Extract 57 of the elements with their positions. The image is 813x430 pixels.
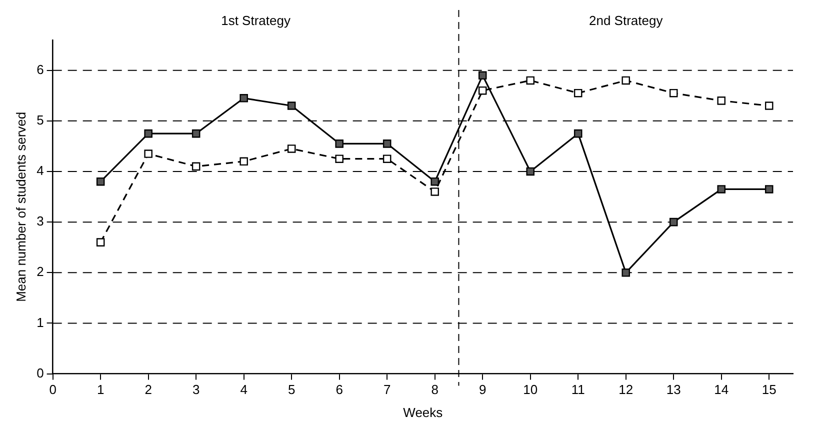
point	[717, 96, 726, 105]
x-tick-label: 9	[478, 382, 486, 398]
point	[430, 177, 439, 186]
x-tick-label: 6	[336, 382, 343, 398]
point	[287, 102, 296, 110]
x-tick-label: 2	[144, 382, 152, 398]
point	[717, 185, 726, 194]
y-tick-label: 2	[36, 264, 44, 280]
y-tick-label: 1	[36, 314, 44, 330]
x-tick-label: 3	[192, 382, 200, 398]
x-tick-label: 7	[383, 382, 391, 398]
point	[335, 154, 344, 163]
point	[526, 76, 534, 85]
point	[430, 188, 439, 196]
y-tick-label: 3	[36, 214, 44, 229]
point	[669, 218, 678, 226]
point	[144, 150, 152, 158]
point	[240, 157, 248, 166]
x-tick-label: 15	[762, 382, 776, 398]
point	[335, 140, 344, 148]
x-axis-title: Weeks	[403, 404, 444, 420]
point	[526, 167, 534, 176]
x-tick-label: 13	[666, 382, 681, 398]
point	[382, 140, 392, 148]
y-tick-label: 5	[36, 112, 44, 128]
x-tick-label: 14	[714, 382, 729, 398]
x-tick-label: 4	[240, 382, 248, 398]
y-axis-title: Mean number of students served	[13, 112, 28, 302]
text: 2nd Strategy	[589, 13, 664, 28]
point	[478, 71, 487, 80]
point	[622, 76, 630, 85]
point	[240, 94, 248, 102]
x-tick-label: 1	[96, 382, 104, 398]
point	[192, 162, 200, 171]
x-tick-label: 8	[431, 382, 438, 398]
y-tick-label: 6	[36, 62, 44, 77]
x-tick-label: 0	[49, 382, 56, 398]
point	[382, 154, 392, 163]
x-tick-label: 10	[523, 382, 538, 398]
text: 1st Strategy	[221, 13, 291, 28]
point	[478, 86, 487, 95]
point	[669, 88, 678, 98]
point	[144, 129, 152, 138]
point	[764, 102, 774, 110]
x-tick-label: 12	[618, 382, 634, 398]
x-tick-label: 11	[571, 382, 585, 398]
point	[96, 238, 105, 246]
point	[287, 144, 296, 153]
point	[96, 177, 105, 186]
point	[622, 268, 630, 277]
y-tick-label: 4	[36, 163, 44, 178]
point	[764, 185, 774, 194]
point	[574, 129, 582, 138]
x-tick-label: 5	[288, 382, 296, 398]
point	[574, 88, 582, 98]
point	[192, 129, 200, 138]
y-tick-label: 0	[36, 365, 44, 380]
